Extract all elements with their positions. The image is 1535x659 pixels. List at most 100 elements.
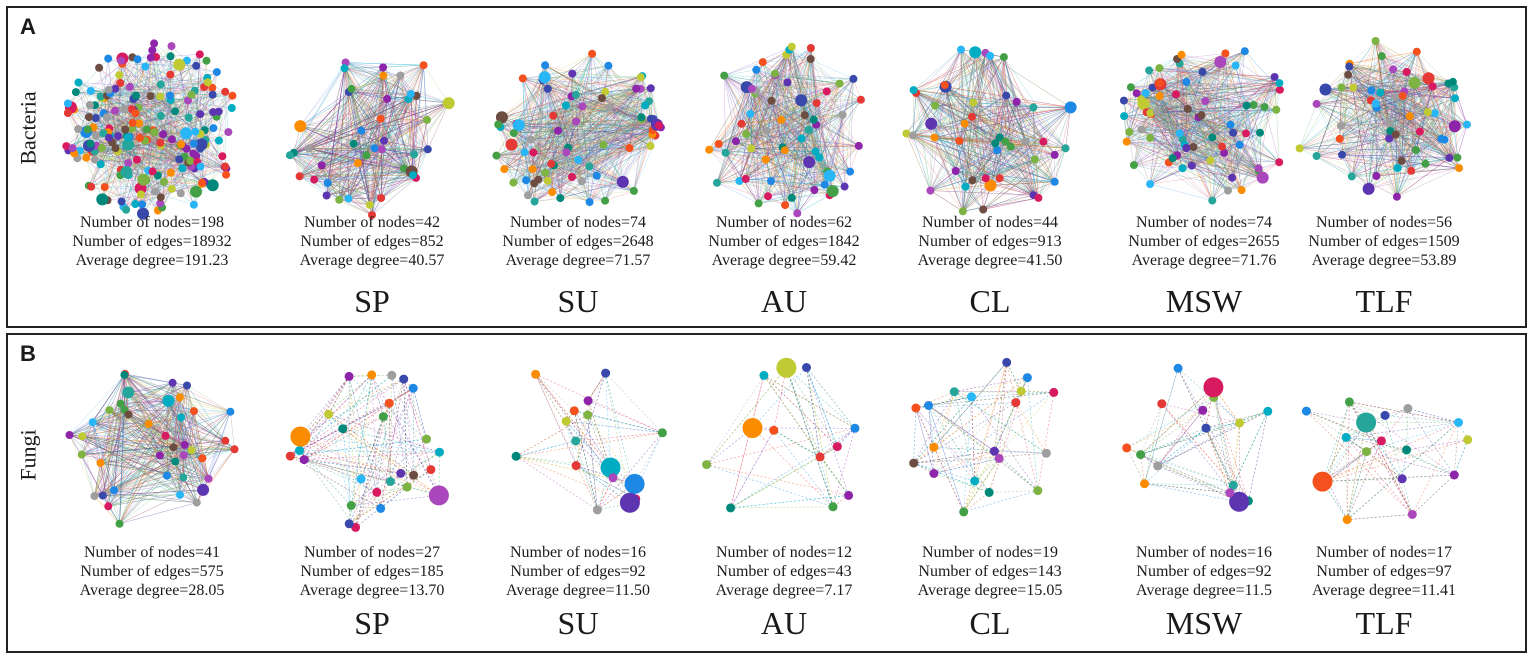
network-node [161, 431, 170, 440]
network-node [402, 482, 412, 492]
network-node [1376, 88, 1385, 97]
network-node [406, 89, 415, 98]
network-node [192, 151, 201, 160]
network-node [654, 121, 663, 130]
network-node [162, 471, 171, 480]
stat-nodes: Number of nodes=198 [79, 214, 225, 231]
network-node [1440, 135, 1449, 144]
network-node [1187, 161, 1196, 170]
network-node [376, 114, 385, 123]
stat-degree: Average degree=59.42 [711, 252, 857, 269]
network-node [206, 179, 219, 192]
network-node [1391, 93, 1400, 102]
network-node [183, 381, 191, 390]
network-node [160, 177, 168, 186]
network-node [218, 152, 227, 161]
network-node [1016, 386, 1026, 396]
network-node [148, 46, 157, 55]
network-node [1168, 154, 1177, 163]
network-node [173, 58, 186, 71]
network-stats: Number of nodes=62 Number of edges=1842 Av… [689, 213, 879, 270]
network-node [349, 139, 358, 148]
network-node [423, 145, 432, 154]
network-node [182, 56, 191, 65]
network-node [166, 52, 175, 61]
network-node [754, 199, 763, 208]
network-node [823, 169, 836, 182]
network-stats: Number of nodes=42 Number of edges=852 Ave… [277, 213, 467, 270]
network-node [783, 78, 792, 87]
network-node [601, 196, 610, 205]
network-node [150, 187, 159, 196]
stat-degree: Average degree=41.50 [917, 252, 1063, 269]
network-node [356, 474, 366, 484]
network-node [1129, 161, 1138, 170]
network-node [1030, 155, 1039, 164]
network-node [159, 130, 168, 139]
network-node [128, 118, 137, 127]
network-node [1235, 140, 1244, 149]
network-node [902, 129, 911, 138]
network-node [1198, 67, 1207, 76]
network-node [340, 64, 349, 73]
stat-degree: Average degree=28.05 [79, 582, 225, 599]
network-node [91, 114, 100, 122]
network-graph [702, 357, 860, 513]
network-node [585, 162, 594, 171]
network-node [133, 55, 142, 64]
network-node [346, 501, 356, 510]
panel-letter: B [20, 341, 36, 366]
network-node [162, 394, 175, 407]
condition-label: TLF [1355, 605, 1413, 641]
network-node [1146, 133, 1155, 142]
network-node [995, 133, 1004, 142]
network-node [87, 182, 96, 191]
network-node [120, 370, 129, 379]
network-node [168, 378, 177, 387]
network-node [379, 63, 388, 72]
network-node [657, 428, 667, 438]
network-node [969, 46, 982, 59]
network-node [1152, 107, 1161, 116]
network-node [1240, 47, 1249, 56]
network-node [365, 200, 374, 209]
network-node [1389, 65, 1398, 74]
network-node [494, 120, 503, 129]
network-node [1231, 61, 1240, 70]
network-node [124, 159, 133, 167]
network-node [599, 140, 608, 149]
network-node [122, 138, 135, 151]
network-node [1275, 85, 1284, 94]
network-node [62, 142, 71, 151]
network-node [169, 443, 178, 452]
network-graph [1295, 37, 1471, 201]
network-node [1463, 435, 1473, 445]
network-node [141, 62, 150, 71]
network-node [632, 84, 641, 93]
network-node [90, 492, 99, 501]
network-node [1061, 144, 1070, 153]
network-node [547, 159, 556, 168]
network-node [442, 97, 455, 110]
network-node [1393, 164, 1402, 172]
network-node [1155, 79, 1164, 88]
network-node [357, 126, 366, 135]
network-node [224, 128, 233, 137]
network-node [526, 135, 535, 144]
network-graph [62, 39, 237, 220]
network-node [155, 451, 164, 460]
network-node [377, 194, 386, 202]
network-node [583, 410, 593, 420]
network-node [984, 179, 997, 192]
network-node [317, 161, 326, 170]
network-node [1140, 479, 1149, 489]
stat-nodes: Number of nodes=41 [83, 544, 221, 561]
network-node [968, 176, 977, 185]
network-node [1226, 120, 1235, 129]
network-node [759, 370, 769, 380]
stat-nodes: Number of nodes=12 [715, 544, 853, 561]
network-node [204, 474, 213, 483]
network-node [1344, 70, 1353, 79]
network-node [156, 80, 165, 89]
network-node [380, 136, 388, 145]
